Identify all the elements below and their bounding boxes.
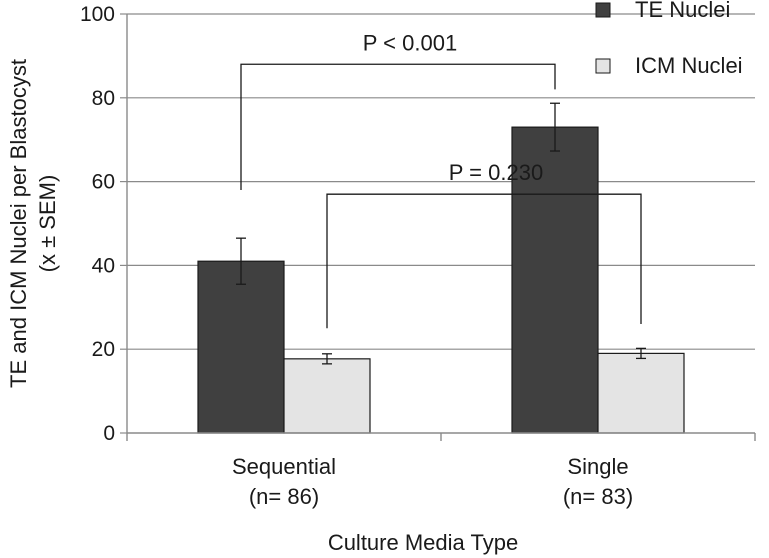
x-category-label: Single <box>567 454 628 479</box>
significance-bracket: P < 0.001 <box>240 30 556 190</box>
x-axis-title: Culture Media Type <box>328 530 518 555</box>
axes: 0 20 40 60 80 100 Sequential (n= 86) Single (n= 8… <box>6 3 756 555</box>
error-bars <box>236 102 646 365</box>
y-axis-title-line: TE and ICM Nuclei per Blastocyst <box>6 59 31 388</box>
significance-brackets: P < 0.001 P = 0.230 <box>240 30 642 329</box>
significance-bracket: P = 0.230 <box>326 160 642 329</box>
x-category-label: Sequential <box>232 454 336 479</box>
y-axis-title: TE and ICM Nuclei per Blastocyst (x ± SEM… <box>6 59 60 388</box>
error-bar <box>236 237 246 285</box>
legend-label: ICM Nuclei <box>635 53 743 78</box>
bars <box>197 126 685 434</box>
legend-swatch <box>595 2 611 18</box>
y-tick-label: 60 <box>92 171 115 194</box>
error-bar <box>550 102 560 152</box>
y-axis-title-line: (x ± SEM) <box>35 175 60 273</box>
legend-item: TE Nuclei <box>595 0 730 22</box>
y-tick-label: 100 <box>80 3 115 26</box>
y-tick-label: 80 <box>92 87 115 110</box>
legend-swatch <box>595 58 611 74</box>
legend-label: TE Nuclei <box>635 0 730 22</box>
legend: TE Nuclei ICM Nuclei <box>595 0 743 78</box>
bracket-line <box>240 63 556 190</box>
p-value-label: P = 0.230 <box>449 160 543 185</box>
p-value-label: P < 0.001 <box>363 30 457 55</box>
error-bar <box>322 353 332 365</box>
error-bar <box>636 347 646 360</box>
bracket-line <box>326 193 642 329</box>
bar <box>197 260 285 434</box>
y-tick-label: 0 <box>103 422 115 445</box>
x-category-label: (n= 86) <box>249 484 319 509</box>
y-tick-label: 40 <box>92 254 115 277</box>
bar <box>511 126 599 434</box>
legend-item: ICM Nuclei <box>595 53 743 78</box>
bar <box>597 352 685 434</box>
bar <box>283 358 371 434</box>
x-category-label: (n= 83) <box>563 484 633 509</box>
y-tick-label: 20 <box>92 338 115 361</box>
